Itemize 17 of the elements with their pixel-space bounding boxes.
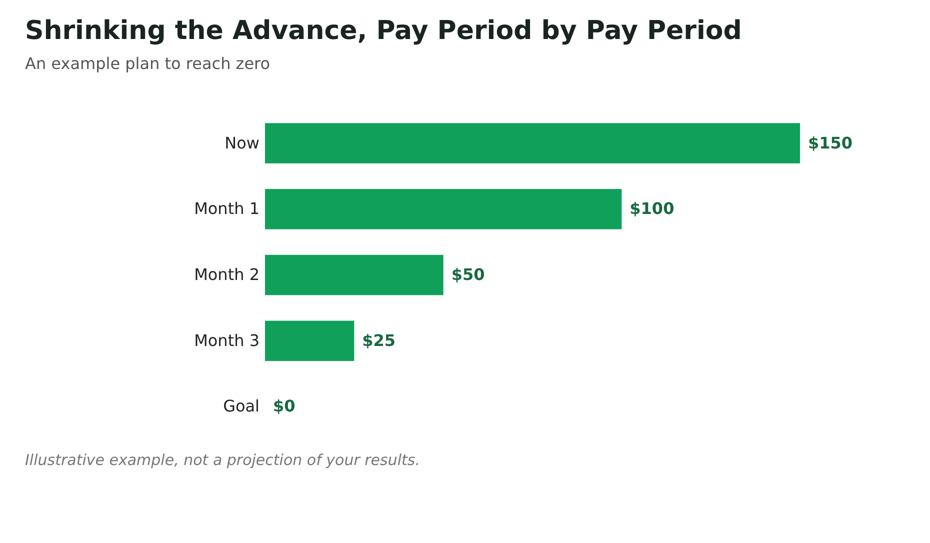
text: Illustrative example, not a projection of your results. — [25, 451, 420, 469]
data-label: $50 — [451, 265, 485, 284]
y-tick-label: Now — [224, 133, 260, 152]
chart-title: Shrinking the Advance, Pay Period by Pay Period — [25, 16, 742, 46]
y-tick-label: Goal — [223, 396, 260, 416]
data-label: $25 — [362, 330, 396, 350]
y-tick-label: Month 2 — [194, 265, 260, 284]
data-label: $100 — [630, 199, 674, 218]
data-label: $0 — [273, 396, 296, 416]
bar — [265, 123, 800, 164]
bar — [265, 320, 354, 361]
data-label: $150 — [808, 133, 853, 152]
chart-subtitle: An example plan to reach zero — [25, 54, 270, 73]
y-tick-label: Month 3 — [194, 330, 260, 350]
bar — [265, 189, 622, 230]
bar — [265, 254, 444, 296]
y-tick-label: Month 1 — [194, 199, 260, 218]
